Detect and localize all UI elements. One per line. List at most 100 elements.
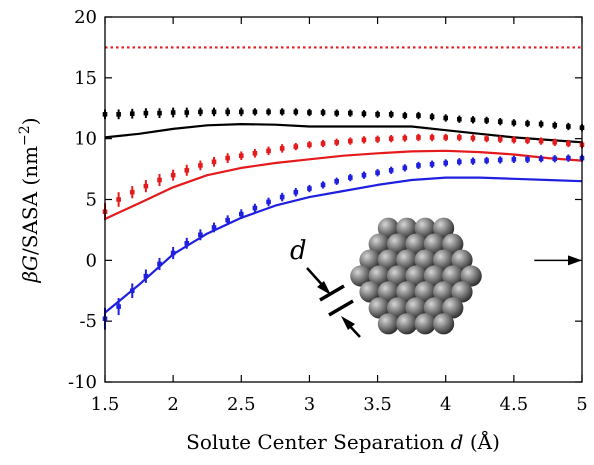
separation-label: d (290, 236, 307, 266)
data-point (143, 273, 149, 279)
data-point (225, 217, 230, 223)
data-point (525, 121, 530, 126)
data-point (388, 168, 394, 173)
y-axis-title-rest: /SASA (nm (18, 146, 42, 255)
x-axis-title: Solute Center Separation d (Å) (186, 429, 500, 454)
data-point (252, 205, 258, 211)
data-point (457, 135, 462, 140)
data-point (334, 140, 339, 145)
sphere (433, 281, 455, 303)
data-point (266, 148, 271, 154)
y-axis-title: βG/SASA (nm−2) (17, 117, 42, 283)
series-line (104, 123, 583, 144)
y-axis-ticks: -10 -5 0 5 10 15 20 (68, 7, 582, 393)
separation-arrowhead-upper (317, 281, 331, 295)
sphere (405, 265, 427, 287)
data-point (252, 150, 258, 156)
x-axis-ticks: 1.5 2 2.5 3 3.5 4 4.5 5 (91, 17, 588, 415)
sphere (414, 217, 436, 239)
sphere (405, 297, 427, 319)
data-point (429, 135, 435, 140)
sphere (359, 249, 381, 271)
data-point (538, 138, 544, 144)
sphere (350, 265, 372, 287)
x-tick-label: 3.5 (363, 394, 392, 415)
sphere (368, 233, 390, 255)
sphere (451, 281, 473, 303)
sphere (396, 313, 418, 335)
data-point (184, 168, 190, 173)
y-tick-label: 20 (74, 7, 97, 28)
solute-cluster-illustration (350, 217, 482, 335)
data-point (157, 261, 162, 267)
data-point (361, 137, 367, 143)
data-point (334, 178, 339, 184)
data-point (211, 159, 217, 165)
data-point (511, 137, 517, 143)
sphere (433, 217, 455, 239)
sphere (359, 281, 381, 303)
y-tick-label: -5 (79, 311, 97, 332)
data-point (211, 109, 217, 115)
data-point (170, 172, 176, 178)
series-1 (102, 133, 585, 221)
data-point (129, 189, 135, 195)
data-point (348, 138, 353, 144)
data-point (457, 116, 462, 122)
sphere (377, 313, 399, 335)
data-point (184, 110, 190, 115)
data-point (497, 157, 503, 163)
sphere (423, 233, 445, 255)
plot-frame (104, 16, 583, 383)
data-point (470, 135, 476, 141)
y-tick-label: 5 (86, 190, 97, 211)
data-point (143, 110, 149, 116)
sphere (396, 249, 418, 271)
data-point (497, 136, 503, 142)
y-axis-title-exponent: −2 (17, 125, 33, 146)
arrow-head (568, 255, 582, 266)
x-tick-label: 4 (440, 394, 451, 415)
data-point (266, 199, 271, 205)
data-point (307, 110, 312, 115)
data-point (238, 153, 244, 158)
data-point (198, 232, 203, 238)
data-point (198, 109, 203, 115)
sphere (396, 217, 418, 239)
x-tick-label: 5 (576, 394, 587, 415)
data-point (157, 177, 162, 183)
x-tick-label: 1.5 (91, 394, 120, 415)
series-2 (102, 154, 585, 330)
data-point (238, 109, 244, 115)
data-point (429, 114, 435, 120)
data-point (538, 121, 544, 127)
sphere (423, 265, 445, 287)
series-line (104, 149, 583, 220)
series-layer (102, 107, 585, 330)
x-tick-label: 4.5 (500, 394, 529, 415)
data-point (511, 120, 517, 126)
sphere (377, 249, 399, 271)
data-point (497, 119, 503, 124)
data-point (348, 110, 353, 116)
data-point (225, 109, 230, 115)
data-point (361, 111, 367, 117)
sphere (414, 313, 436, 335)
data-point (470, 158, 476, 164)
sphere (442, 297, 464, 319)
x-tick-label: 2 (167, 394, 178, 415)
y-axis-title-g: G (18, 255, 42, 271)
sphere (405, 233, 427, 255)
separation-marker: d (290, 236, 361, 338)
data-point (525, 157, 530, 162)
data-point (375, 170, 380, 176)
data-point (252, 109, 258, 115)
data-point (416, 163, 421, 168)
sphere (414, 281, 436, 303)
sphere (442, 265, 464, 287)
data-point (552, 156, 558, 162)
data-point (184, 241, 190, 246)
series-0 (102, 107, 585, 144)
data-point (429, 161, 435, 167)
